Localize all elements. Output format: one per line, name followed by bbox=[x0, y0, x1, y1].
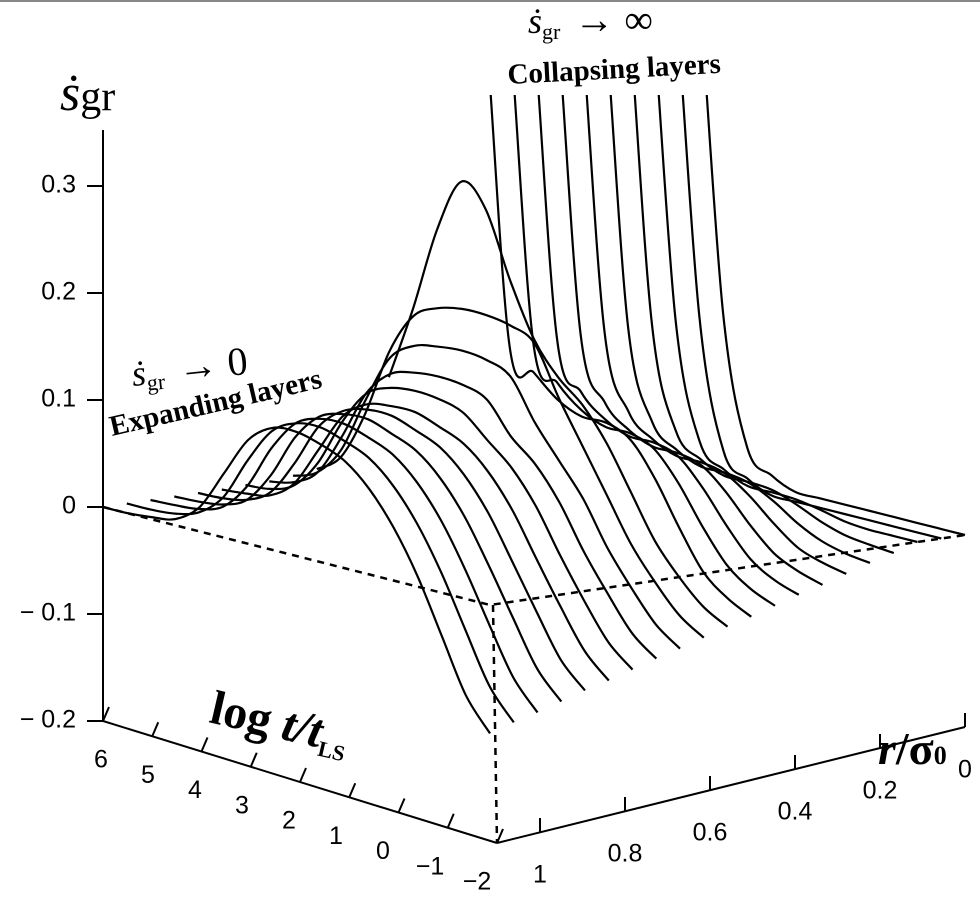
r-label-part: /σ bbox=[895, 723, 934, 774]
series-line bbox=[292, 344, 681, 650]
series-line bbox=[150, 417, 539, 714]
series-line bbox=[705, 95, 966, 537]
annotation-text: → 0 bbox=[175, 338, 249, 390]
annotation-subscript: gr bbox=[145, 369, 167, 396]
x-tick bbox=[200, 737, 209, 752]
y-tick-label: 0.3 bbox=[41, 171, 76, 199]
x-tick bbox=[249, 752, 258, 768]
annotation-subscript: gr bbox=[542, 19, 561, 44]
x-tick-label: −1 bbox=[416, 852, 445, 880]
x-tick bbox=[446, 813, 455, 829]
x-tick-label: 5 bbox=[141, 761, 155, 789]
r-tick-label: 1 bbox=[533, 861, 547, 889]
annotation-symbol: ṡ bbox=[130, 353, 148, 394]
r-axis-label: r/σ0 bbox=[878, 723, 947, 774]
x-tick bbox=[102, 706, 110, 722]
series-line bbox=[657, 95, 918, 544]
r-tick-label: 0.2 bbox=[863, 777, 898, 805]
ticks: 0.3 0.2 0.1 0 − 0.1 − 0.2 6 5 4 3 2 1 0 −1 −2 1 0.8 0.6 0.… bbox=[20, 171, 972, 896]
y-tick-label: − 0.1 bbox=[20, 599, 76, 627]
y-label-subscript: gr bbox=[80, 74, 115, 120]
y-tick-label: − 0.2 bbox=[20, 706, 76, 734]
annotation-symbol: ṡ bbox=[528, 1, 542, 41]
series-line bbox=[609, 95, 871, 564]
y-tick-label: 0 bbox=[62, 492, 76, 520]
x-tick-label: −2 bbox=[463, 868, 492, 896]
series-line bbox=[585, 95, 847, 575]
series-line bbox=[561, 95, 824, 586]
x-tick-label: 3 bbox=[235, 791, 249, 819]
x-tick bbox=[299, 767, 307, 783]
series-line bbox=[513, 95, 776, 607]
series-line bbox=[245, 386, 634, 671]
annotation: ṡgr → ∞ bbox=[528, 0, 653, 44]
series-line bbox=[387, 180, 729, 628]
r-tick-label: 0.4 bbox=[778, 798, 813, 826]
annotation-text: → ∞ bbox=[574, 0, 653, 42]
r-label-subscript: 0 bbox=[934, 741, 947, 770]
r-label-part: r bbox=[878, 723, 897, 774]
r-tick-label: 0.8 bbox=[608, 840, 643, 868]
x-tick-label: 1 bbox=[329, 822, 343, 850]
y-label-symbol: ṡ bbox=[60, 65, 80, 122]
corner-drop bbox=[491, 604, 499, 844]
x-tick bbox=[397, 798, 406, 813]
series-line bbox=[174, 412, 563, 703]
r-axis bbox=[496, 726, 966, 844]
series-line bbox=[633, 95, 895, 555]
series-line bbox=[489, 95, 752, 618]
series-line bbox=[316, 306, 705, 639]
r-tick-label: 0.6 bbox=[693, 819, 728, 847]
x-label-subscript: LS bbox=[316, 736, 348, 766]
r-tick-label: 0 bbox=[958, 756, 972, 784]
series-line bbox=[126, 422, 515, 724]
x-tick bbox=[496, 828, 504, 844]
x-tick-label: 0 bbox=[376, 837, 390, 865]
x-tick-label: 4 bbox=[188, 776, 202, 804]
y-tick-label: 0.2 bbox=[41, 278, 76, 306]
series-line bbox=[537, 95, 800, 596]
annotation: ṡgr → 0 bbox=[129, 338, 250, 397]
y-axis-label: ṡgr bbox=[60, 65, 115, 122]
curves bbox=[102, 95, 966, 734]
x-tick bbox=[348, 782, 357, 798]
annotation: Collapsing layers bbox=[507, 48, 722, 91]
x-tick bbox=[151, 721, 160, 737]
series-line bbox=[681, 95, 942, 540]
x-tick-label: 2 bbox=[282, 807, 296, 835]
floor-edge bbox=[102, 505, 966, 607]
series-line bbox=[102, 426, 491, 734]
x-axis-label: logt/tLS bbox=[205, 681, 354, 766]
x-label-part: log bbox=[206, 681, 278, 746]
y-tick-label: 0.1 bbox=[41, 385, 76, 413]
series-line bbox=[269, 370, 658, 660]
x-tick-label: 6 bbox=[94, 746, 108, 774]
